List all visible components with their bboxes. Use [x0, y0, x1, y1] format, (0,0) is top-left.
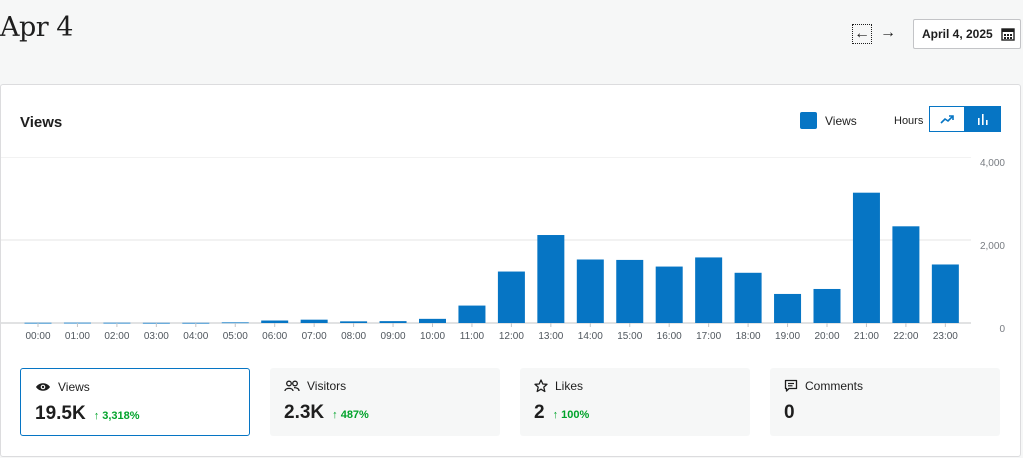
x-tick-label: 20:00	[814, 331, 839, 342]
x-tick-label: 03:00	[144, 331, 169, 342]
bar	[419, 318, 446, 323]
chart-legend: Views	[800, 112, 857, 129]
trend-line-icon	[940, 115, 954, 124]
next-day-button[interactable]: →	[880, 24, 896, 41]
comment-icon	[784, 379, 798, 392]
x-tick-label: 04:00	[183, 331, 208, 342]
bar-chart-icon	[978, 114, 988, 125]
x-tick-label: 06:00	[262, 331, 287, 342]
bar	[576, 259, 604, 323]
eye-icon	[36, 383, 50, 391]
x-tick-label: 05:00	[223, 331, 248, 342]
stat-label: Likes	[555, 379, 584, 393]
x-tick-label: 18:00	[736, 331, 761, 342]
x-tick-label: 02:00	[104, 331, 129, 342]
card-title: Views	[20, 114, 63, 131]
legend-label: Views	[825, 113, 857, 128]
previous-day-button[interactable]: ←	[852, 24, 872, 44]
line-chart-button[interactable]	[929, 106, 965, 132]
bar	[774, 293, 802, 323]
bar-chart-button[interactable]	[965, 106, 1001, 132]
stat-delta: ↑ 487%	[332, 409, 369, 421]
stat-delta: ↑ 3,318%	[93, 410, 140, 422]
x-tick-label: 12:00	[499, 331, 524, 342]
bar	[261, 320, 289, 323]
x-tick-label: 08:00	[341, 331, 366, 342]
x-tick-label: 21:00	[854, 331, 879, 342]
x-tick-label: 16:00	[657, 331, 682, 342]
bar	[458, 305, 486, 323]
bar	[931, 264, 959, 323]
stat-comments[interactable]: Comments 0	[770, 368, 1000, 436]
bar	[379, 321, 407, 323]
x-tick-label: 11:00	[460, 331, 485, 342]
x-tick-label: 14:00	[578, 331, 603, 342]
stat-value: 0	[784, 402, 795, 423]
x-tick-label: 01:00	[65, 331, 90, 342]
people-icon	[284, 380, 300, 392]
bar	[655, 266, 683, 323]
date-navigation: ← →	[852, 24, 898, 44]
x-tick-label: 23:00	[933, 331, 958, 342]
stat-value: 2	[534, 402, 545, 423]
stat-label: Views	[58, 380, 90, 394]
x-tick-label: 13:00	[538, 331, 563, 342]
stat-likes[interactable]: Likes 2 ↑ 100%	[520, 368, 750, 436]
x-tick-label: 10:00	[420, 331, 445, 342]
chart-type-toggle	[929, 106, 1001, 132]
y-tick-label: 4,000	[980, 158, 1005, 169]
bar	[340, 321, 368, 323]
stat-visitors[interactable]: Visitors 2.3K ↑ 487%	[270, 368, 500, 436]
date-picker-label: April 4, 2025	[922, 27, 993, 41]
star-icon	[534, 379, 548, 393]
x-tick-label: 07:00	[302, 331, 327, 342]
stat-label: Visitors	[307, 379, 347, 393]
bar	[695, 257, 723, 323]
calendar-icon	[1001, 28, 1015, 41]
period-label: Hours	[894, 115, 924, 127]
bar	[813, 288, 841, 323]
date-picker-button[interactable]: April 4, 2025	[913, 19, 1021, 49]
bar	[497, 271, 525, 323]
stat-value: 19.5K	[35, 403, 86, 424]
stat-delta: ↑ 100%	[552, 409, 590, 421]
bar	[616, 259, 644, 323]
bar	[221, 322, 249, 324]
y-tick-label: 0	[999, 324, 1005, 335]
page-title: Apr 4	[0, 12, 73, 43]
views-card: Views Views Hours 4,000 2,000 0 00:00 01:00 0…	[0, 84, 1021, 457]
y-tick-label: 2,000	[980, 241, 1005, 252]
views-bar-chart: 4,000 2,000 0 00:00 01:00 02:00 03:00 04:00 05:0…	[1, 157, 1005, 342]
stat-value: 2.3K	[284, 402, 325, 423]
x-tick-label: 00:00	[25, 331, 50, 342]
x-tick-label: 09:00	[381, 331, 406, 342]
x-tick-label: 19:00	[775, 331, 800, 342]
bar	[300, 319, 328, 323]
stat-label: Comments	[805, 379, 864, 393]
bar	[537, 235, 565, 323]
x-tick-label: 22:00	[893, 331, 918, 342]
bar	[734, 272, 762, 323]
stat-views[interactable]: Views 19.5K ↑ 3,318%	[20, 368, 250, 436]
legend-swatch	[800, 112, 817, 129]
x-tick-label: 15:00	[617, 331, 642, 342]
bar	[892, 226, 920, 323]
bar	[852, 192, 880, 323]
x-tick-label: 17:00	[696, 331, 721, 342]
